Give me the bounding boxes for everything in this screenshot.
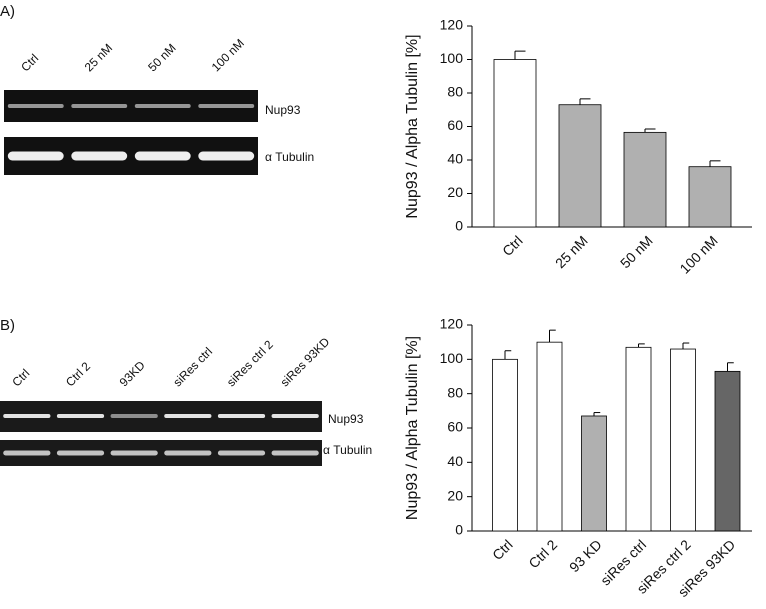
band: [271, 450, 319, 456]
y-tick-label: 60: [447, 117, 463, 133]
band: [217, 414, 266, 418]
x-tick-label: 100 nM: [676, 232, 720, 276]
band-label: α Tubulin: [265, 150, 314, 164]
lane-label: Ctrl 2: [63, 359, 93, 389]
band: [3, 450, 51, 456]
band: [134, 151, 191, 161]
band: [56, 414, 105, 418]
bar: [714, 370, 741, 532]
y-tick-label: 0: [455, 218, 463, 234]
band: [56, 450, 105, 456]
lane-label: 100 nM: [209, 36, 247, 74]
blot: [0, 401, 322, 432]
y-tick-label: 80: [447, 84, 463, 100]
y-tick-label: 120: [440, 316, 464, 332]
x-tick-label: 50 nM: [617, 232, 656, 271]
band: [198, 151, 255, 161]
band: [271, 414, 319, 418]
y-tick-label: 20: [447, 487, 463, 503]
band-label: Nup93: [328, 412, 364, 426]
lane-label: 93KD: [117, 358, 148, 389]
lane-label: siRes ctrl 2: [224, 337, 276, 389]
panel-label: B): [0, 317, 15, 334]
band: [164, 414, 212, 418]
band: [71, 104, 128, 108]
x-tick-label: 93 KD: [566, 536, 605, 575]
bar: [625, 346, 652, 532]
lane-label: Ctrl: [18, 51, 41, 74]
panel-label: A): [0, 3, 15, 20]
blot: [0, 440, 322, 466]
bar: [581, 415, 607, 532]
bar: [492, 358, 518, 532]
y-tick-label: 0: [455, 522, 463, 538]
lane-label: 25 nM: [82, 41, 115, 74]
y-tick-label: 80: [447, 384, 463, 400]
bar: [688, 166, 732, 228]
bar: [493, 59, 537, 228]
bar: [670, 348, 696, 532]
y-tick-label: 20: [447, 184, 463, 200]
y-axis-label: Nup93 / Alpha Tubulin [%]: [404, 34, 421, 218]
band: [7, 104, 64, 108]
band: [110, 450, 158, 456]
band: [3, 414, 51, 418]
y-tick-label: 60: [447, 419, 463, 435]
bar: [558, 104, 602, 228]
y-tick-label: 100: [440, 350, 464, 366]
band: [198, 104, 255, 108]
bar: [536, 341, 563, 532]
x-tick-label: 25 nM: [552, 232, 591, 271]
x-tick-label: Ctrl 2: [525, 536, 560, 571]
y-tick-label: 100: [440, 50, 464, 66]
lane-label: Ctrl: [9, 366, 32, 389]
x-tick-label: Ctrl: [489, 536, 516, 563]
band-label: Nup93: [265, 103, 301, 117]
lane-label: siRes ctrl: [170, 345, 215, 390]
band: [110, 414, 158, 418]
y-tick-label: 120: [440, 17, 464, 33]
band: [134, 104, 191, 108]
lane-label: 50 nM: [145, 41, 178, 74]
y-axis-label: Nup93 / Alpha Tubulin [%]: [404, 336, 421, 520]
lane-label: siRes 93KD: [278, 334, 333, 389]
band: [7, 151, 64, 161]
band: [164, 450, 212, 456]
band-label: α Tubulin: [323, 443, 372, 457]
x-tick-label: Ctrl: [499, 232, 526, 259]
band: [217, 450, 266, 456]
y-tick-label: 40: [447, 453, 463, 469]
bar: [623, 131, 667, 228]
y-tick-label: 40: [447, 151, 463, 167]
band: [71, 151, 128, 161]
